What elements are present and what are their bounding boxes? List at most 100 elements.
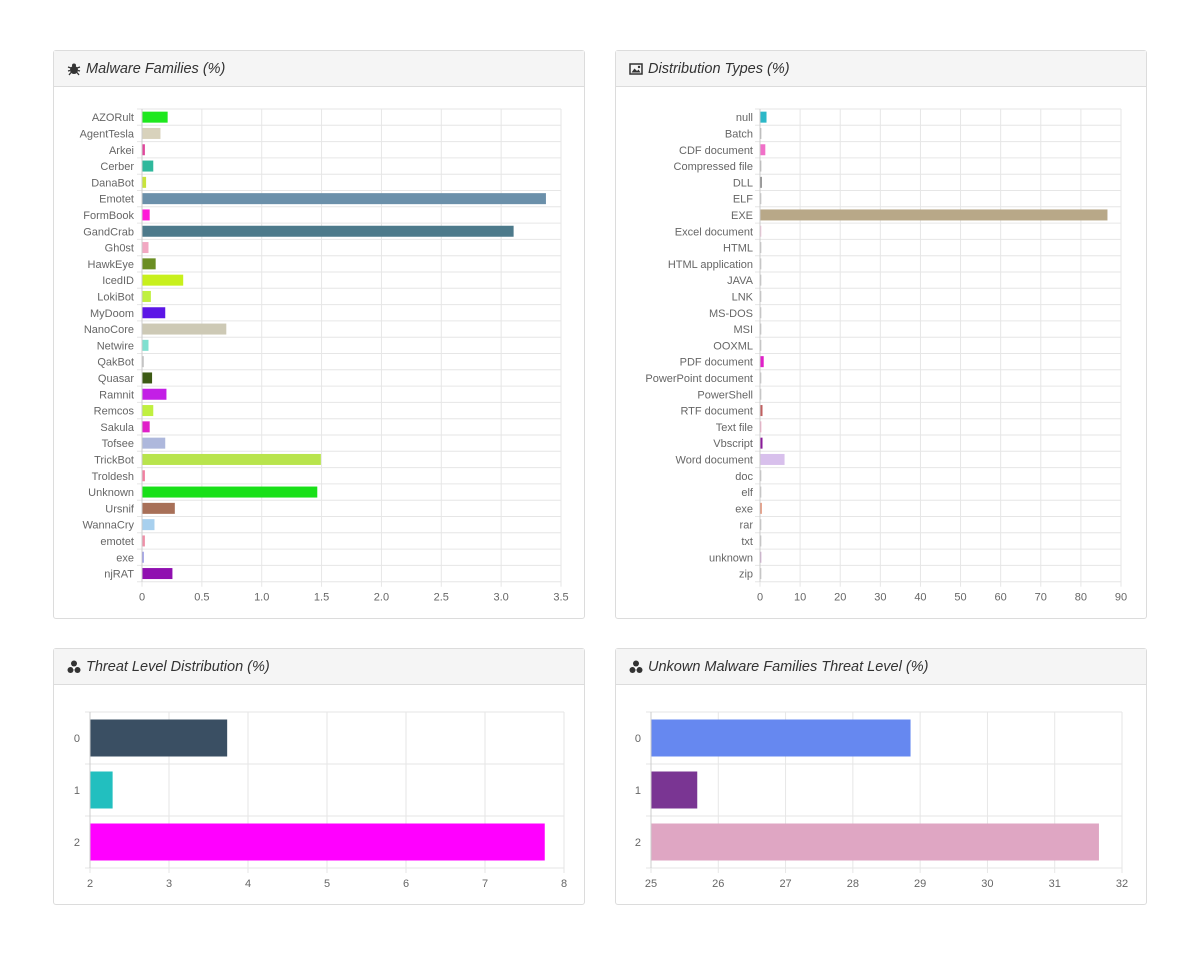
category-label: Ursnif (105, 503, 135, 515)
bar[interactable] (760, 372, 762, 384)
bar[interactable] (142, 568, 173, 580)
bar[interactable] (651, 719, 911, 757)
bar[interactable] (142, 519, 155, 531)
bar[interactable] (90, 823, 545, 861)
bar[interactable] (760, 111, 767, 123)
bar[interactable] (760, 176, 762, 188)
bar[interactable] (760, 193, 762, 205)
bar[interactable] (142, 453, 321, 465)
category-label: PDF document (680, 357, 753, 369)
x-tick-label: 26 (712, 878, 724, 890)
bar[interactable] (142, 290, 151, 302)
unknown-threat-level-panel: Unkown Malware Families Threat Level (%)… (615, 648, 1147, 905)
x-tick-label: 0.5 (194, 592, 209, 604)
bar[interactable] (760, 502, 762, 514)
bar[interactable] (760, 225, 762, 237)
x-tick-label: 10 (794, 592, 806, 604)
bar[interactable] (651, 771, 698, 809)
bar[interactable] (142, 160, 154, 172)
bar[interactable] (90, 719, 228, 757)
category-label: Sakula (100, 422, 135, 434)
bar[interactable] (760, 535, 762, 547)
category-label: Text file (716, 422, 753, 434)
x-tick-label: 31 (1049, 878, 1061, 890)
category-label: 0 (635, 733, 641, 745)
bar[interactable] (142, 502, 175, 514)
category-label: 2 (74, 837, 80, 849)
bar[interactable] (760, 356, 764, 368)
bar[interactable] (760, 307, 762, 319)
bar[interactable] (760, 144, 766, 156)
category-label: Word document (676, 454, 753, 466)
bar[interactable] (142, 405, 154, 417)
bar[interactable] (760, 486, 762, 498)
category-label: Vbscript (713, 438, 753, 450)
category-label: ELF (733, 194, 753, 206)
bar[interactable] (142, 258, 156, 270)
x-tick-label: 3.5 (553, 592, 568, 604)
category-label: DLL (733, 177, 753, 189)
bar[interactable] (760, 388, 762, 400)
bar[interactable] (760, 470, 762, 482)
bar[interactable] (142, 274, 184, 286)
bar[interactable] (142, 307, 166, 319)
x-tick-label: 4 (245, 878, 251, 890)
bar[interactable] (760, 339, 762, 351)
bar[interactable] (142, 535, 145, 547)
distribution-types-chart: 0 10 20 30 40 50 60 70 80 90 null Batch CDF document… (645, 108, 1127, 604)
bar[interactable] (760, 421, 762, 433)
bar[interactable] (142, 421, 150, 433)
bar[interactable] (760, 274, 762, 286)
bar[interactable] (142, 437, 166, 449)
bar[interactable] (760, 437, 763, 449)
category-label: Gh0st (105, 243, 134, 255)
bar[interactable] (651, 823, 1099, 861)
bar[interactable] (142, 127, 161, 139)
x-tick-label: 29 (914, 878, 926, 890)
bar[interactable] (760, 323, 762, 335)
category-label: DanaBot (91, 177, 134, 189)
category-label: elf (741, 487, 754, 499)
bar[interactable] (760, 405, 763, 417)
bar[interactable] (142, 242, 149, 254)
category-label: doc (735, 471, 753, 483)
category-label: GandCrab (83, 226, 134, 238)
panel-title: Malware Families (%) (86, 60, 226, 77)
x-tick-label: 28 (847, 878, 859, 890)
unknown-threat-level-header: Unkown Malware Families Threat Level (%) (616, 649, 1146, 685)
bar[interactable] (760, 290, 762, 302)
bar[interactable] (760, 568, 762, 580)
bar[interactable] (760, 453, 785, 465)
bar[interactable] (760, 160, 762, 172)
category-label: HawkEye (88, 259, 134, 271)
bar[interactable] (142, 176, 147, 188)
bar[interactable] (142, 323, 227, 335)
category-label: Cerber (100, 161, 134, 173)
bar[interactable] (142, 209, 150, 221)
bar[interactable] (142, 339, 149, 351)
bar[interactable] (760, 242, 762, 254)
x-tick-label: 60 (995, 592, 1007, 604)
bar[interactable] (760, 209, 1108, 221)
x-tick-label: 2.0 (374, 592, 389, 604)
bar[interactable] (760, 258, 762, 270)
bar[interactable] (142, 356, 144, 368)
bar[interactable] (142, 388, 167, 400)
bar[interactable] (90, 771, 113, 809)
bar[interactable] (760, 519, 762, 531)
bar[interactable] (142, 225, 514, 237)
bar[interactable] (142, 144, 145, 156)
bar[interactable] (142, 111, 168, 123)
panel-title: Distribution Types (%) (648, 60, 790, 77)
distribution-types-header: Distribution Types (%) (616, 51, 1146, 87)
bar[interactable] (142, 193, 546, 205)
bar[interactable] (760, 127, 762, 139)
bar[interactable] (760, 551, 762, 563)
bar[interactable] (142, 486, 318, 498)
bar[interactable] (142, 551, 144, 563)
category-label: Tofsee (102, 438, 134, 450)
threat-level-header: Threat Level Distribution (%) (54, 649, 584, 685)
bar[interactable] (142, 372, 153, 384)
category-label: PowerPoint document (645, 373, 753, 385)
bar[interactable] (142, 470, 145, 482)
